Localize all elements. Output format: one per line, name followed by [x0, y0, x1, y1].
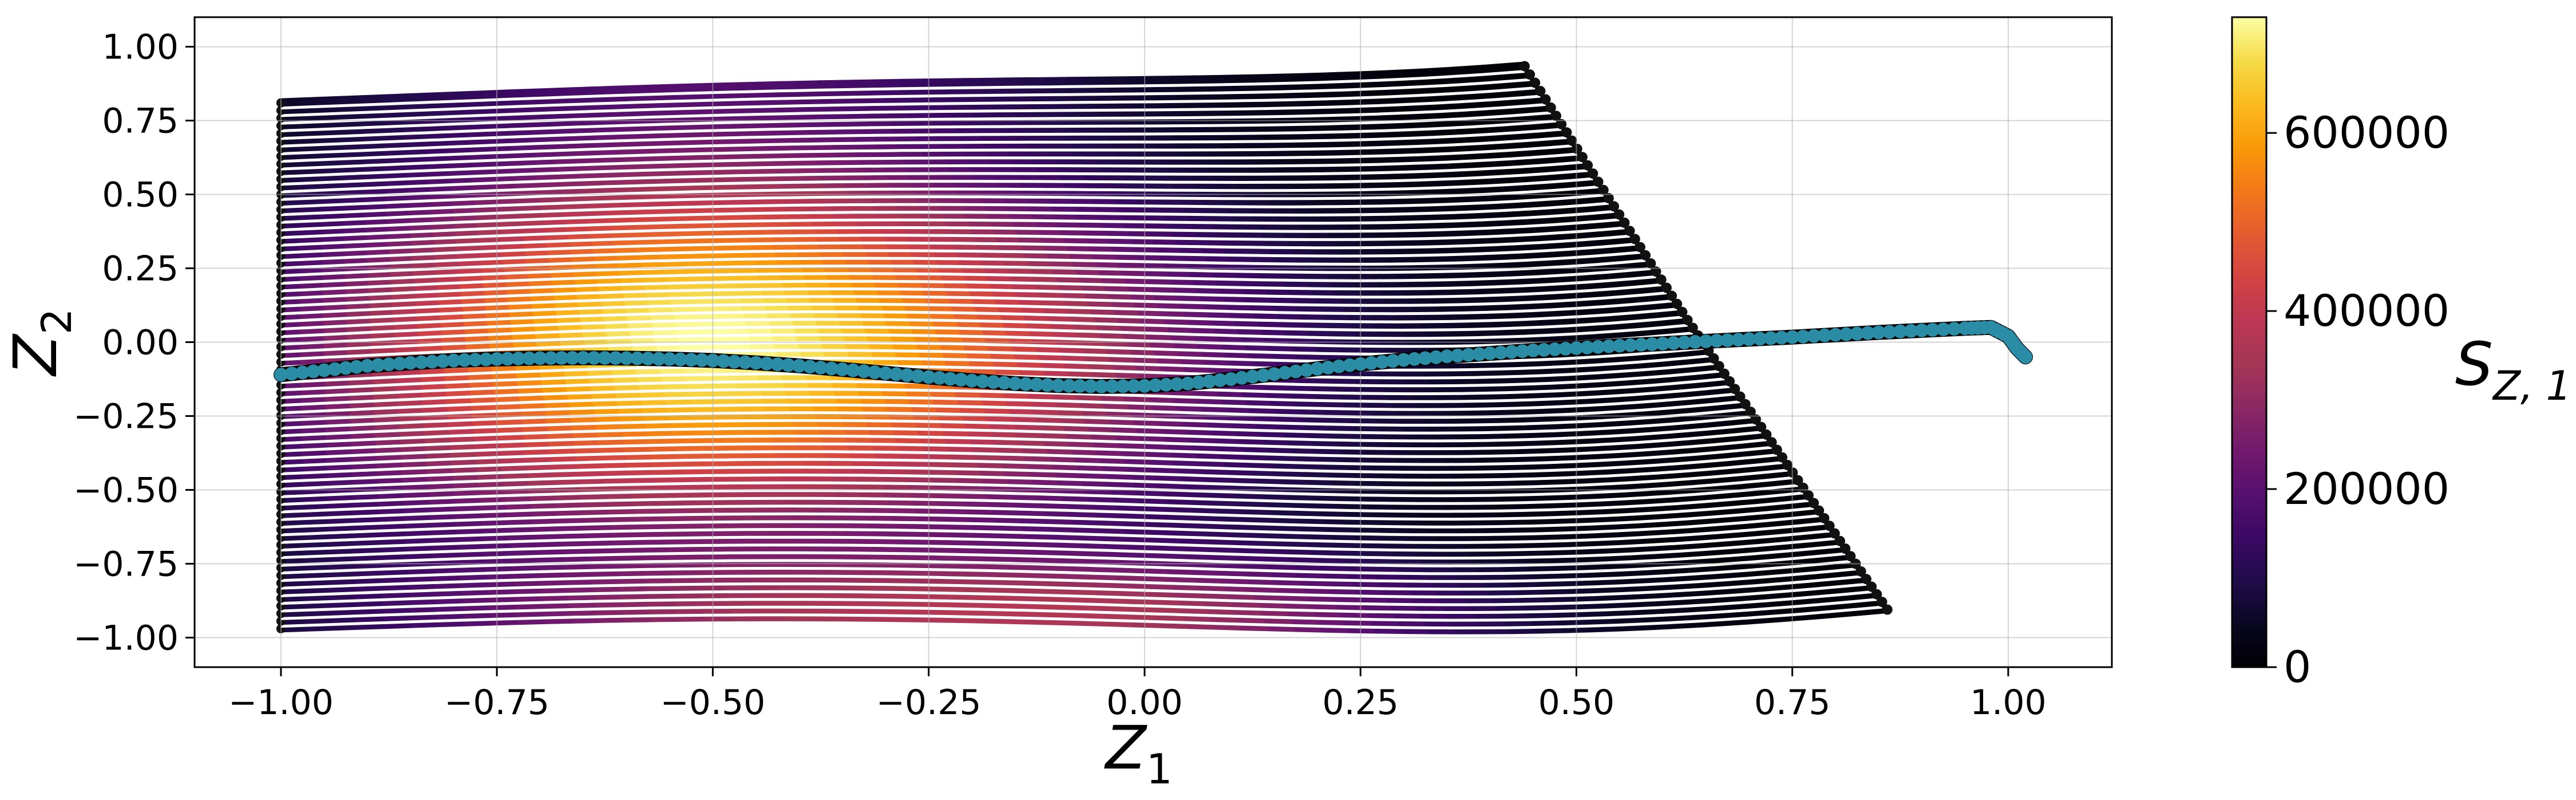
x-tick-label: 1.00 [1970, 683, 2047, 723]
y-tick-label: 0.00 [102, 323, 179, 363]
y-tick-label: 0.50 [102, 175, 179, 215]
x-tick-label: −0.75 [444, 683, 549, 723]
y-tick-label: −0.75 [73, 544, 179, 584]
x-tick-label: −0.50 [660, 683, 765, 723]
colorbar-label-subscript: Z, 1 [2492, 362, 2571, 409]
x-tick-label: 0.75 [1754, 683, 1831, 723]
colorbar-tick-label: 200000 [2284, 463, 2450, 514]
colorbar-ticks: 0 200000 400000 600000 [2266, 107, 2450, 692]
x-tick-label: −0.25 [876, 683, 982, 723]
y-tick-label: −0.50 [73, 470, 179, 510]
y-axis-label-subscript: 2 [33, 308, 81, 334]
y-tick-label: 0.75 [102, 101, 179, 141]
highlight-point [2019, 350, 2032, 364]
y-tick-label: −0.25 [73, 396, 179, 436]
x-tick-label: 0.25 [1322, 683, 1399, 723]
y-axis-label: Z2 [1, 308, 81, 377]
colorbar [2232, 17, 2266, 667]
y-tick-label: −1.00 [73, 618, 179, 658]
trajectory-endpoint [1520, 61, 1530, 72]
x-tick-label: 0.50 [1538, 683, 1615, 723]
y-tick-label: 1.00 [102, 27, 179, 68]
y-axis-ticks: 1.00 0.75 0.50 0.25 0.00 −0.25 −0.50 −0.75 −1.00 [73, 27, 195, 659]
x-tick-label: −1.00 [228, 683, 334, 723]
x-axis-label: Z1 [1103, 713, 1172, 793]
colorbar-tick-label: 600000 [2284, 107, 2450, 158]
x-axis-label-subscript: 1 [1146, 745, 1173, 793]
colorbar-tick-label: 0 [2284, 641, 2311, 692]
colorbar-tick-label: 400000 [2284, 285, 2450, 336]
y-tick-label: 0.25 [102, 249, 179, 289]
colorbar-label: SZ, 1 [2455, 329, 2571, 409]
